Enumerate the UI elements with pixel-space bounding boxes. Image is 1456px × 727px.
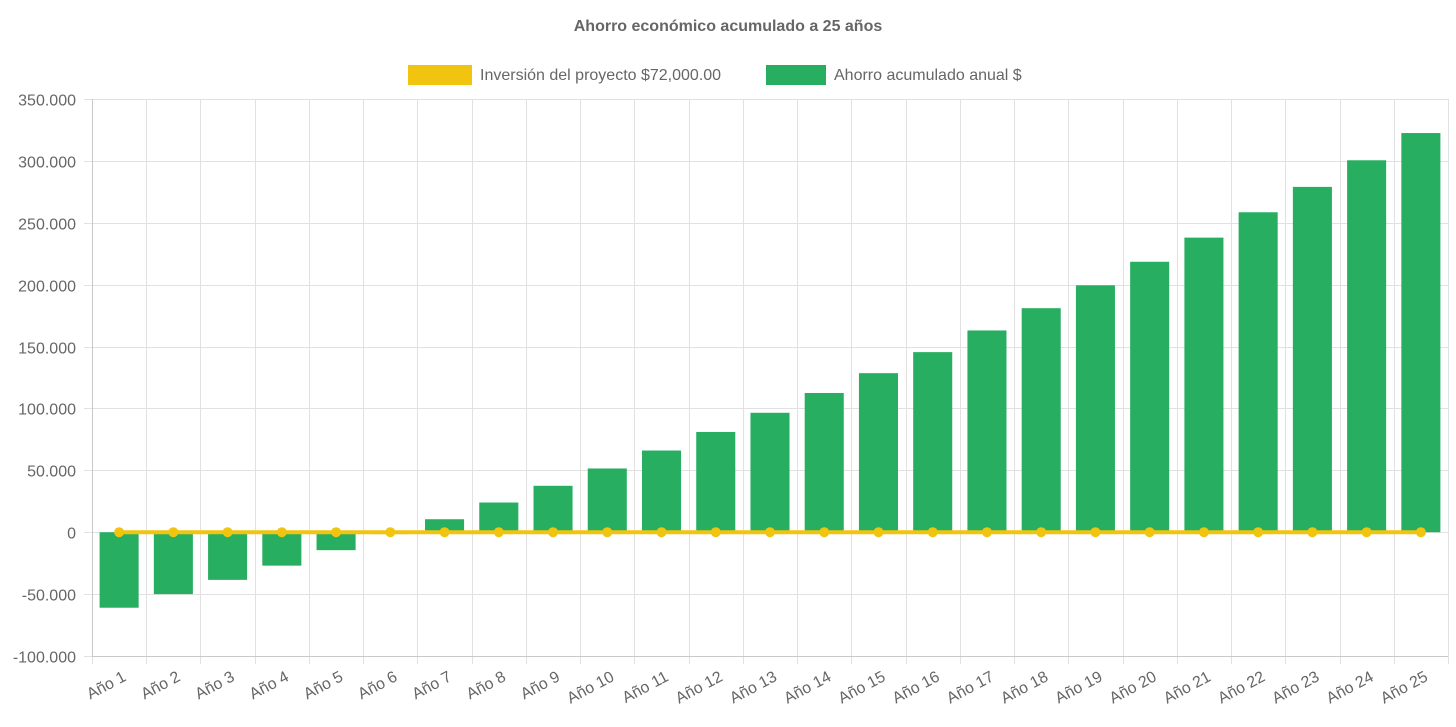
legend-label-savings: Ahorro acumulado anual $: [834, 67, 1022, 84]
point-investment[interactable]: [765, 527, 775, 538]
bar-savings[interactable]: [1021, 308, 1061, 533]
bar-savings[interactable]: [99, 532, 139, 608]
y-tick-label: -50.000: [22, 588, 76, 605]
point-investment[interactable]: [819, 527, 830, 538]
x-tick-label: Año 24: [1324, 668, 1377, 707]
chart-title: Ahorro económico acumulado a 25 años: [574, 18, 883, 35]
bar-savings[interactable]: [804, 392, 844, 533]
point-investment[interactable]: [1144, 527, 1155, 538]
point-investment[interactable]: [385, 527, 396, 538]
point-investment[interactable]: [1361, 527, 1372, 538]
bar-savings[interactable]: [587, 468, 627, 533]
x-tick-label: Año 22: [1215, 668, 1268, 707]
bar-savings[interactable]: [1238, 212, 1278, 533]
legend-swatch-savings: [766, 65, 826, 85]
point-investment[interactable]: [710, 527, 721, 538]
x-tick-label: Año 8: [464, 668, 509, 703]
y-tick-label: 200.000: [18, 279, 76, 296]
point-investment[interactable]: [331, 527, 342, 538]
legend-item-investment[interactable]: Inversión del proyecto $72,000.00: [408, 65, 721, 85]
x-tick-label: Año 7: [410, 668, 455, 703]
legend-label-investment: Inversión del proyecto $72,000.00: [480, 67, 721, 84]
point-investment[interactable]: [168, 527, 179, 538]
bar-savings[interactable]: [316, 532, 356, 551]
x-tick-label: Año 5: [301, 668, 346, 703]
point-investment[interactable]: [927, 527, 938, 538]
point-investment[interactable]: [222, 527, 233, 538]
bar-savings[interactable]: [1292, 186, 1332, 533]
point-investment[interactable]: [1090, 527, 1101, 538]
x-tick-label: Año 4: [247, 668, 292, 703]
bar-savings[interactable]: [1347, 160, 1387, 533]
x-tick-label: Año 2: [138, 668, 183, 703]
x-tick-label: Año 11: [620, 668, 672, 706]
legend-item-savings[interactable]: Ahorro acumulado anual $: [766, 65, 1022, 85]
x-tick-label: Año 25: [1378, 668, 1431, 707]
point-investment[interactable]: [439, 527, 450, 538]
bar-savings[interactable]: [913, 352, 953, 533]
x-tick-label: Año 23: [1270, 668, 1323, 707]
y-axis: 350.000 300.000 250.000 200.000 150.000 100.0…: [13, 93, 93, 667]
bar-savings[interactable]: [1184, 237, 1224, 533]
line-investment: [114, 527, 1426, 538]
bar-savings[interactable]: [696, 431, 736, 533]
y-tick-label: 300.000: [18, 155, 76, 172]
point-investment[interactable]: [602, 527, 613, 538]
y-tick-label: 50.000: [27, 464, 76, 481]
x-tick-label: Año 12: [673, 668, 726, 707]
x-tick-label: Año 17: [944, 668, 997, 707]
point-investment[interactable]: [981, 527, 992, 538]
bar-savings[interactable]: [262, 532, 302, 566]
x-tick-label: Año 16: [890, 668, 943, 707]
y-tick-label: 0: [67, 526, 76, 543]
y-tick-label: -100.000: [13, 650, 76, 667]
x-tick-label: Año 3: [193, 668, 238, 703]
bar-savings[interactable]: [1401, 133, 1441, 533]
bar-savings[interactable]: [967, 330, 1007, 533]
legend[interactable]: Inversión del proyecto $72,000.00 Ahorro…: [408, 65, 1022, 85]
bar-savings[interactable]: [425, 519, 465, 533]
x-tick-label: Año 13: [727, 668, 780, 707]
bar-savings[interactable]: [641, 450, 682, 533]
bar-savings[interactable]: [533, 485, 573, 533]
point-investment[interactable]: [656, 527, 667, 538]
point-investment[interactable]: [873, 527, 884, 538]
x-tick-label: Año 10: [564, 668, 617, 707]
point-investment[interactable]: [1307, 527, 1318, 538]
point-investment[interactable]: [493, 527, 504, 538]
bar-savings[interactable]: [858, 373, 898, 533]
bar-savings[interactable]: [750, 412, 790, 533]
point-investment[interactable]: [1415, 527, 1426, 538]
y-tick-label: 150.000: [18, 341, 76, 358]
y-tick-label: 250.000: [18, 217, 76, 234]
x-tick-label: Año 21: [1161, 668, 1214, 707]
x-tick-label: Año 9: [518, 668, 563, 703]
point-investment[interactable]: [114, 527, 125, 538]
point-investment[interactable]: [276, 527, 287, 538]
bar-savings[interactable]: [208, 532, 248, 580]
bars-savings: [99, 133, 1441, 608]
x-tick-label: Año 20: [1107, 668, 1160, 707]
bar-savings[interactable]: [1075, 285, 1115, 533]
y-tick-label: 350.000: [18, 93, 76, 110]
grid-lines: [84, 99, 1449, 664]
x-tick-label: Año 14: [781, 668, 834, 707]
x-tick-label: Año 15: [836, 668, 889, 707]
y-tick-label: 100.000: [18, 402, 76, 419]
x-tick-label: Año 6: [355, 668, 400, 703]
x-axis: Año 1 Año 2 Año 3 Año 4 Año 5 Año 6 Año 7 Año 8…: [84, 656, 1448, 707]
x-tick-label: Año 18: [998, 668, 1051, 707]
bar-savings[interactable]: [153, 532, 193, 595]
point-investment[interactable]: [1253, 527, 1264, 538]
point-investment[interactable]: [1036, 527, 1047, 538]
legend-swatch-investment: [408, 65, 472, 85]
x-tick-label: Año 19: [1053, 668, 1106, 707]
x-tick-label: Año 1: [84, 668, 129, 703]
point-investment[interactable]: [1198, 527, 1209, 538]
bar-savings[interactable]: [1130, 261, 1170, 533]
point-investment[interactable]: [548, 527, 559, 538]
